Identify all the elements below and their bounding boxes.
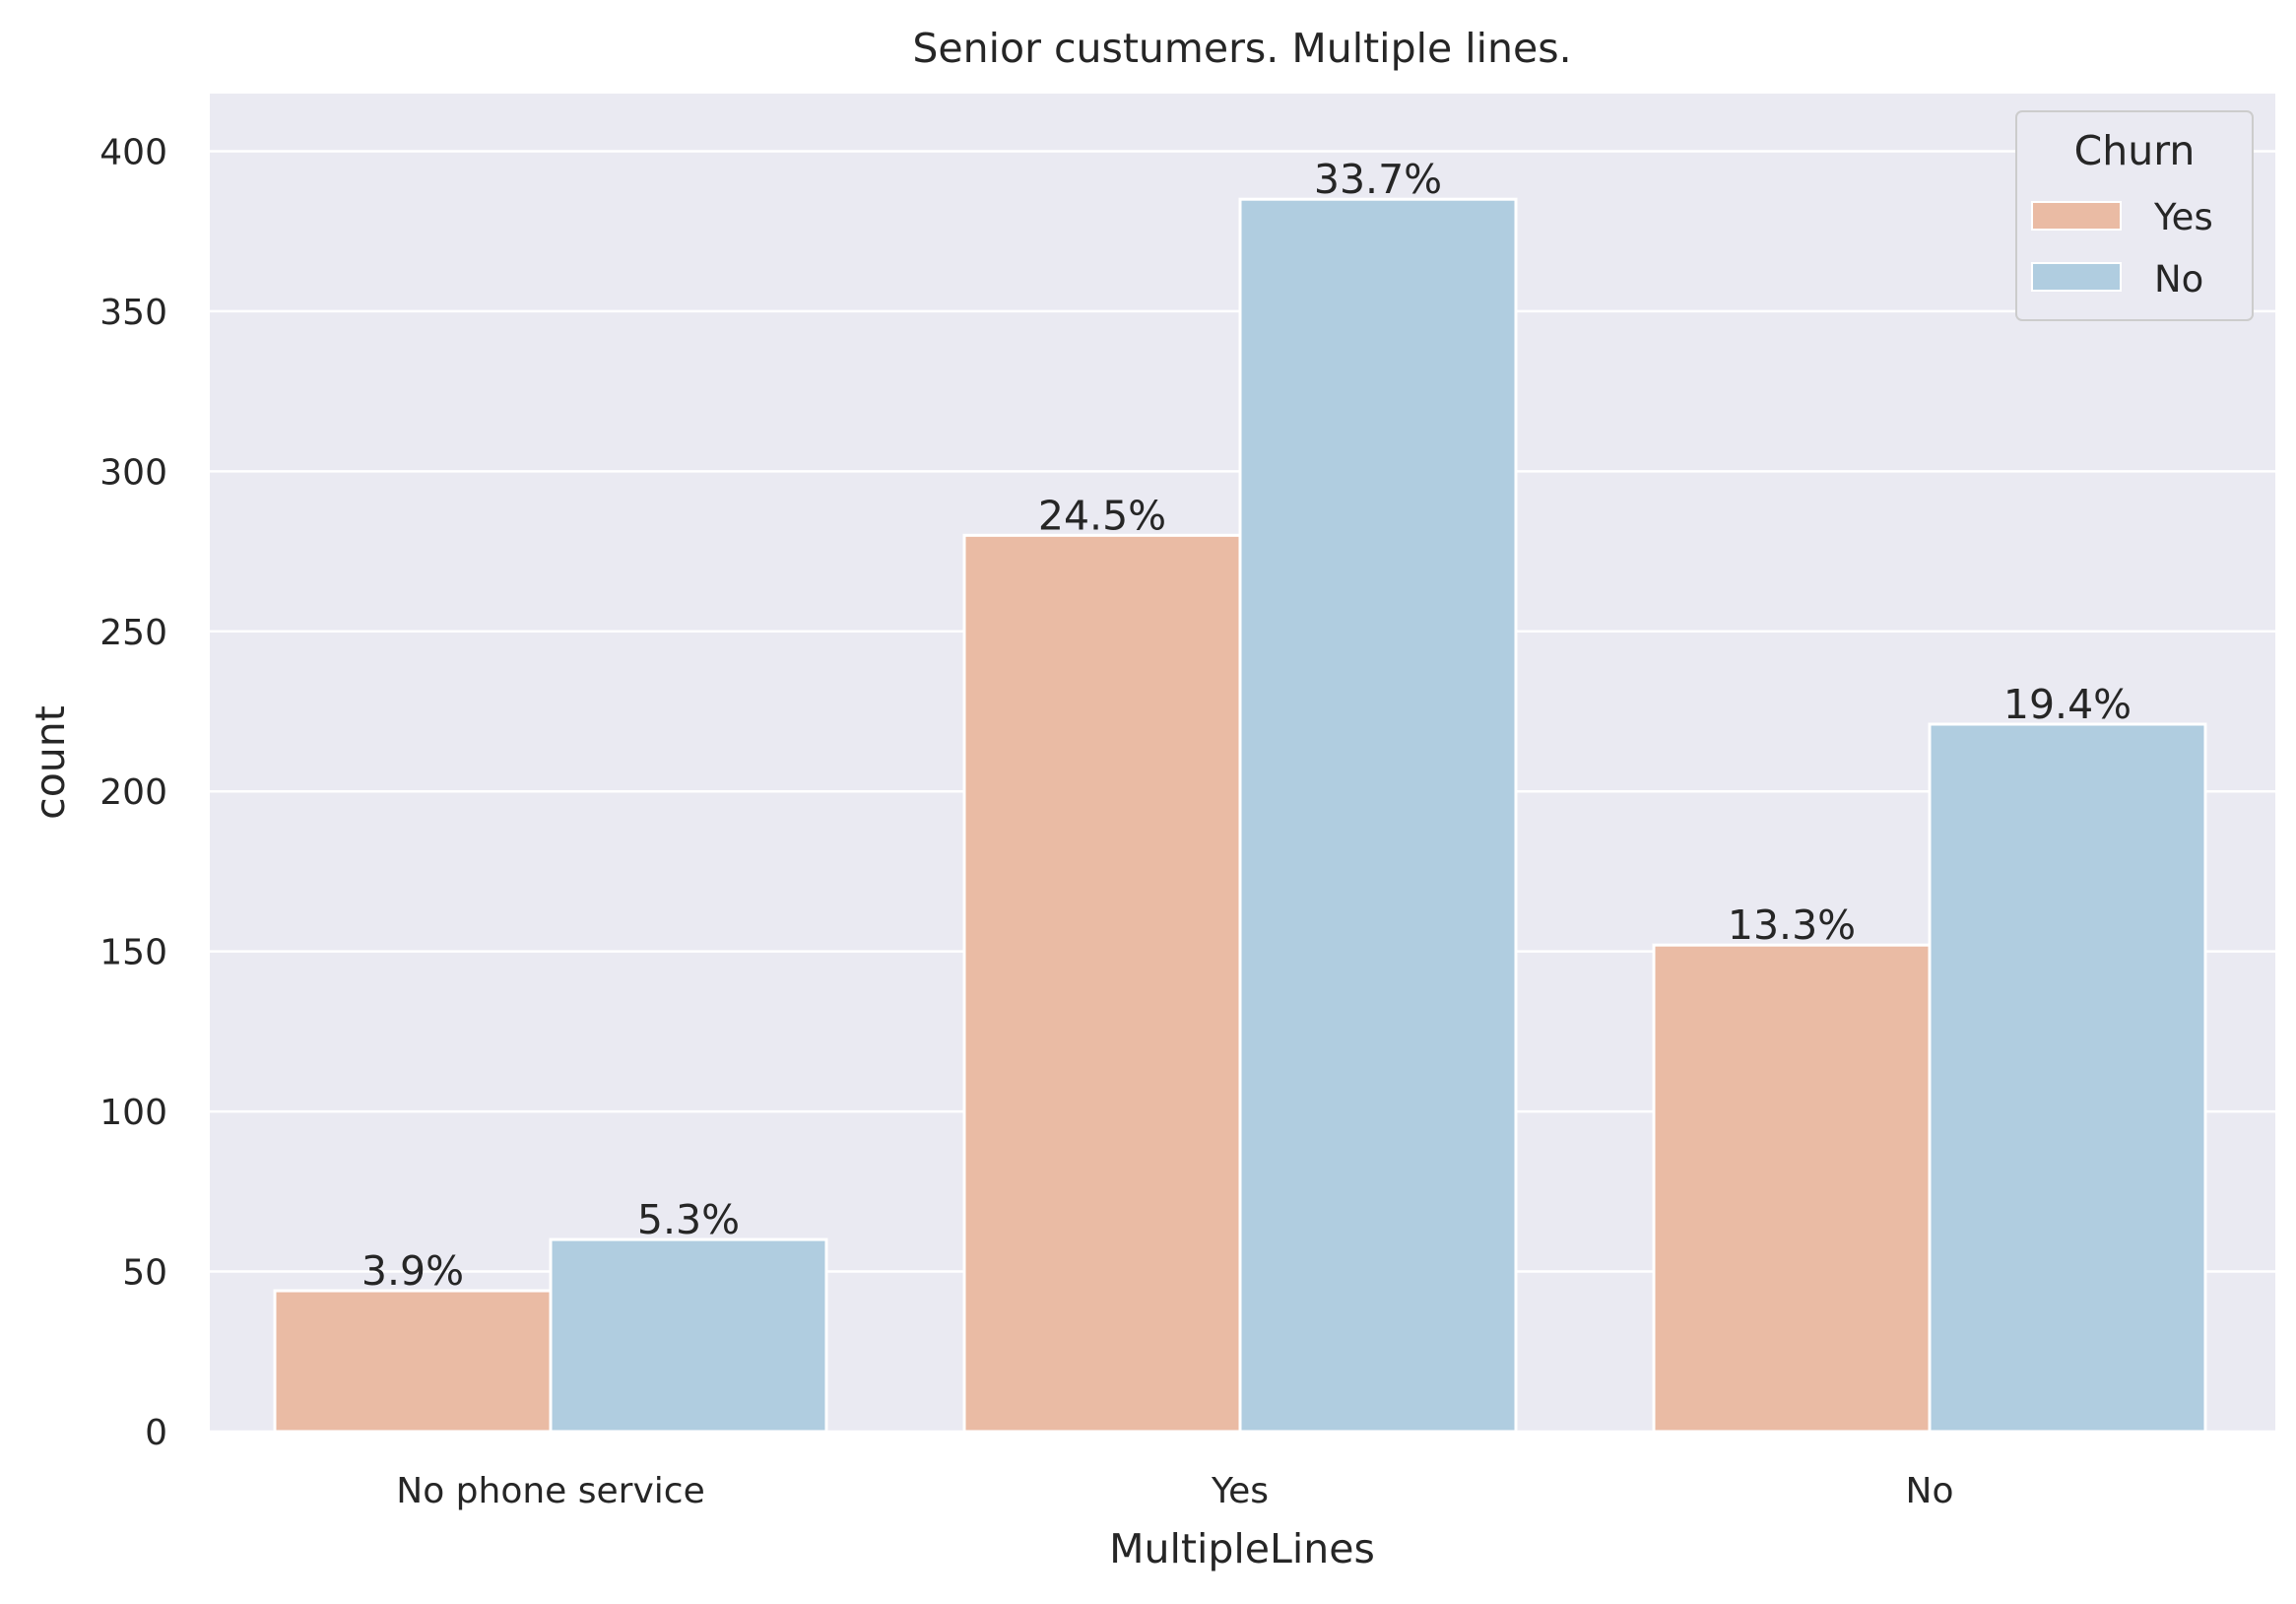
x-tick-label: No [1906,1471,1954,1511]
bar-yes-1 [962,533,1242,1434]
y-tick-label: 200 [99,772,167,813]
y-tick-label: 150 [99,933,167,973]
bar-data-label: 3.9% [361,1247,464,1295]
y-tick-label: 0 [145,1413,167,1453]
y-tick-label: 350 [99,293,167,333]
legend-label-yes: Yes [2153,196,2213,238]
bar-yes-0 [273,1289,553,1434]
y-axis-ticks: 0 50 100 150 200 250 300 350 400 [99,132,167,1453]
bar-data-label: 5.3% [637,1196,740,1243]
legend-title: Churn [2074,127,2196,174]
bar-no-0 [549,1237,828,1434]
x-axis-label: MultipleLines [1109,1525,1375,1572]
bars [273,197,2207,1434]
bar-data-label: 33.7% [1314,156,1442,203]
y-tick-label: 300 [99,452,167,493]
y-tick-label: 100 [99,1093,167,1133]
data-labels: 3.9% 5.3% 24.5% 33.7% 13.3% 19.4% [361,156,2132,1295]
legend-label-no: No [2154,258,2203,301]
y-axis-label: count [27,705,74,820]
bar-data-label: 24.5% [1038,492,1166,539]
bar-no-1 [1238,197,1518,1434]
x-axis-ticks: No phone service Yes No [396,1471,1953,1511]
y-tick-label: 400 [99,132,167,172]
bar-data-label: 19.4% [2003,681,2132,728]
legend-swatch-no [2031,262,2122,292]
x-tick-label: Yes [1211,1471,1269,1511]
bar-yes-2 [1652,943,1932,1434]
legend-swatch-yes [2031,201,2122,231]
chart-title: Senior custumers. Multiple lines. [912,25,1571,72]
legend: Churn Yes No [2015,110,2254,321]
bar-data-label: 13.3% [1728,902,1856,949]
bar-no-2 [1928,722,2207,1434]
x-tick-label: No phone service [396,1471,704,1511]
y-tick-label: 50 [122,1253,167,1294]
y-tick-label: 250 [99,613,167,653]
